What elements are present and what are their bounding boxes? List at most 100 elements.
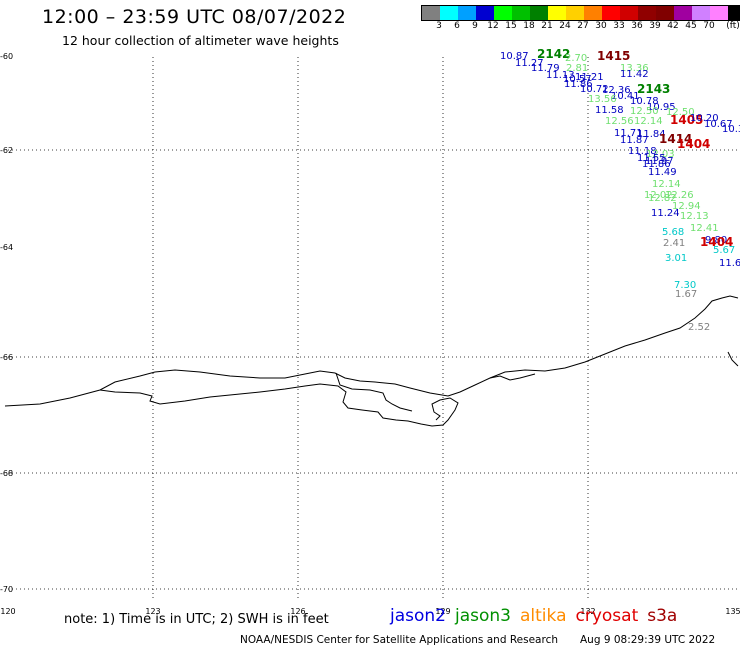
wave-height-label: 12.56 — [605, 116, 634, 127]
wave-height-label: 11.79 — [531, 63, 560, 74]
coastline — [4, 295, 739, 427]
legend-tick-label: 36 — [631, 21, 643, 31]
wave-height-label: 11.58 — [595, 105, 624, 116]
legend-swatch — [584, 6, 602, 20]
legend-tick-label: 18 — [523, 21, 535, 31]
satellite-label-jason3: jason3 — [455, 606, 511, 626]
y-tick-label: -60 — [0, 52, 13, 61]
x-tick-label: 132 — [580, 607, 595, 616]
wave-height-label: 10.95 — [647, 102, 676, 113]
wave-height-label: 11.84 — [637, 129, 666, 140]
y-tick-label: -66 — [0, 353, 13, 362]
wave-height-label: 13.56 — [588, 94, 617, 105]
legend-swatch — [728, 6, 740, 20]
legend-swatch — [422, 6, 440, 20]
y-tick-label: -70 — [0, 585, 13, 594]
wave-height-label: 12.36 — [602, 85, 631, 96]
legend-swatch — [530, 6, 548, 20]
legend-tick-label: 30 — [595, 21, 607, 31]
wave-height-label: 11.97 — [645, 156, 674, 167]
wave-height-label: 11.21 — [575, 72, 604, 83]
satellite-label-jason2: jason2 — [390, 606, 446, 626]
wave-height-label: 10.78 — [630, 96, 659, 107]
legend-tick-label: 21 — [541, 21, 553, 31]
wave-height-label: 2.52 — [688, 322, 710, 333]
legend-tick-label: 27 — [577, 21, 589, 31]
wave-height-label: 1405 — [670, 113, 703, 127]
legend-tick-label: 24 — [559, 21, 571, 31]
legend-swatch — [458, 6, 476, 20]
legend-swatch — [566, 6, 584, 20]
wave-height-label: 11.86 — [564, 79, 593, 90]
wave-height-label: 11.27 — [515, 58, 544, 69]
y-tick-label: -62 — [0, 146, 13, 155]
legend-tick-label: 33 — [613, 21, 625, 31]
wave-height-label: 2142 — [537, 47, 570, 61]
wave-height-label: 12.50 — [666, 107, 695, 118]
legend-swatch — [548, 6, 566, 20]
x-tick-label: 126 — [290, 607, 305, 616]
wave-height-label: 10.57 — [563, 74, 592, 85]
wave-height-label: 1414 — [659, 132, 692, 146]
generated-timestamp: Aug 9 08:29:39 UTC 2022 — [580, 634, 716, 646]
x-tick-label: 135 — [725, 607, 740, 616]
legend-tick-label: 12 — [487, 21, 499, 31]
wave-height-label: 11.18 — [628, 146, 657, 157]
wave-height-label: 12.14 — [652, 179, 681, 190]
x-tick-label: 120 — [0, 607, 15, 616]
satellite-label-s3a: s3a — [647, 606, 678, 626]
color-legend-bar — [421, 5, 740, 21]
wave-height-label: 12.14 — [634, 116, 663, 127]
wave-height-label: 5.68 — [662, 227, 684, 238]
legend-swatch — [440, 6, 458, 20]
wave-height-label: 2.81 — [566, 63, 588, 74]
legend-swatch — [710, 6, 728, 20]
wave-height-label: 11.6 — [719, 258, 740, 269]
wave-height-label: 10.87 — [500, 51, 529, 62]
wave-height-label: 12.26 — [665, 190, 694, 201]
note-text: note: 1) Time is in UTC; 2) SWH is in fe… — [64, 612, 329, 627]
legend-swatch — [494, 6, 512, 20]
wave-height-label: 1.67 — [675, 289, 697, 300]
satellite-label-altika: altika — [520, 606, 567, 626]
y-tick-label: -68 — [0, 469, 13, 478]
legend-tick-label: 3 — [436, 21, 442, 31]
wave-height-label: 11.55 — [637, 153, 666, 164]
chart-title: 12:00 – 23:59 UTC 08/07/2022 — [42, 6, 347, 28]
wave-height-label: 11.13 — [546, 70, 575, 81]
legend-tick-label: 70 — [703, 21, 715, 31]
coastline-main — [4, 295, 739, 407]
wave-height-label: 12.82 — [648, 193, 677, 204]
wave-height-label: 10.72 — [580, 84, 609, 95]
legend-tick-label: 6 — [454, 21, 460, 31]
y-tick-label: -64 — [0, 243, 13, 252]
legend-tick-label: 45 — [685, 21, 697, 31]
wave-height-label: 12.50 — [630, 106, 659, 117]
legend-swatch — [656, 6, 674, 20]
legend-swatch — [512, 6, 530, 20]
wave-height-label: 10.3 — [722, 124, 740, 135]
wave-height-label: 11.87 — [620, 135, 649, 146]
wave-height-label: 1415 — [597, 49, 630, 63]
wave-height-label: 10.67 — [704, 119, 733, 130]
legend-swatch — [674, 6, 692, 20]
satellite-legend: jason2 jason3 altika cryosat s3a — [390, 606, 686, 626]
wave-height-label: 2143 — [637, 82, 670, 96]
wave-height-label: 12.41 — [690, 223, 719, 234]
wave-height-label: 2.70 — [565, 53, 587, 64]
wave-height-label: 2.41 — [663, 238, 685, 249]
wave-height-label: 11.24 — [651, 208, 680, 219]
wave-height-label: 13.36 — [620, 63, 649, 74]
wave-height-label: 12.03 — [646, 149, 675, 160]
legend-tick-label: 9 — [472, 21, 478, 31]
map-grid — [8, 57, 738, 600]
wave-height-label: 11.49 — [648, 167, 677, 178]
wave-height-label: 5.67 — [713, 245, 735, 256]
wave-height-label: 3.01 — [665, 253, 687, 264]
legend-swatch — [638, 6, 656, 20]
legend-tick-label: 15 — [505, 21, 517, 31]
wave-height-label: 9.80 — [705, 235, 727, 246]
wave-height-label: 12.02 — [644, 190, 673, 201]
